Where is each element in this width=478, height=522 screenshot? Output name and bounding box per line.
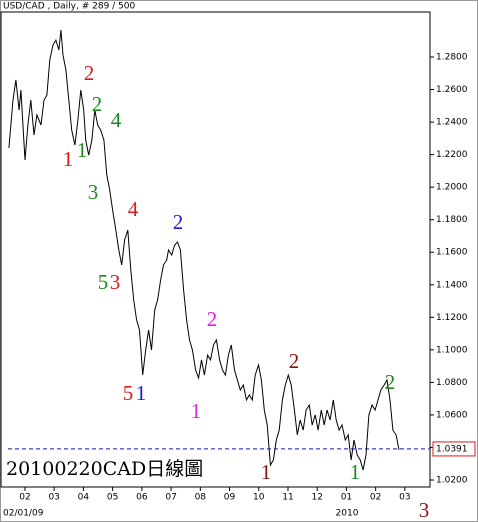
wave-label: 1 [261, 460, 272, 484]
wave-label: 3 [419, 498, 430, 522]
y-tick-label: 1.2600 [436, 85, 468, 95]
wave-label: 2 [207, 307, 218, 331]
y-tick-label: 1.0600 [436, 410, 468, 420]
x-tick-label: 02 [370, 493, 381, 503]
wave-label: 5 [98, 270, 109, 294]
x-tick-label: 06 [136, 493, 148, 503]
x-tick-label: 12 [311, 493, 322, 503]
wave-label: 3 [88, 180, 99, 204]
last-value-label: 1.0391 [436, 444, 468, 454]
y-tick-label: 1.1200 [436, 313, 468, 323]
y-tick-label: 1.2400 [436, 118, 468, 128]
y-tick-label: 1.2800 [436, 53, 468, 63]
wave-label: 5 [123, 381, 134, 405]
plot-frame [0, 11, 431, 488]
x-tick-label: 03 [399, 493, 410, 503]
wave-label: 4 [111, 108, 122, 132]
x-tick-label: 10 [253, 493, 265, 503]
wave-label: 1 [77, 138, 88, 162]
y-tick-label: 1.1000 [436, 345, 468, 355]
x-tick-label: 01 [341, 493, 352, 503]
x-tick-label: 09 [224, 493, 236, 503]
wave-label: 4 [128, 197, 139, 221]
chart-title: USD/CAD , Daily, # 289 / 500 [3, 2, 135, 12]
wave-label: 2 [92, 92, 103, 116]
x-tick-label: 02 [19, 493, 30, 503]
y-tick-label: 1.2000 [436, 183, 468, 193]
price-line [8, 29, 400, 471]
y-tick-label: 1.1800 [436, 215, 468, 225]
x-tick-label: 03 [48, 493, 59, 503]
year-label: 2010 [336, 509, 359, 519]
wave-label: 3 [110, 270, 121, 294]
last-value-box [432, 441, 476, 457]
x-tick-label: 04 [78, 493, 90, 503]
wave-label: 2 [385, 370, 396, 394]
x-tick-label: 05 [107, 493, 118, 503]
y-tick-label: 1.1400 [436, 280, 468, 290]
wave-label: 1 [191, 399, 202, 423]
x-tick-label: 08 [195, 493, 207, 503]
watermark: 20100220CAD日線圖 [6, 458, 203, 480]
y-tick-label: 1.0800 [436, 378, 468, 388]
wave-label: 1 [136, 381, 147, 405]
wave-label: 2 [84, 61, 95, 85]
y-tick-label: 1.1600 [436, 248, 468, 258]
y-tick-label: 1.0200 [436, 476, 468, 486]
wave-label: 2 [289, 349, 300, 373]
wave-label: 2 [173, 210, 184, 234]
wave-label: 1 [350, 460, 361, 484]
wave-label: 1 [63, 147, 74, 171]
x-tick-label: 07 [165, 493, 176, 503]
start-date: 02/01/09 [3, 509, 44, 519]
y-tick-label: 1.2200 [436, 150, 468, 160]
x-tick-label: 11 [282, 493, 293, 503]
